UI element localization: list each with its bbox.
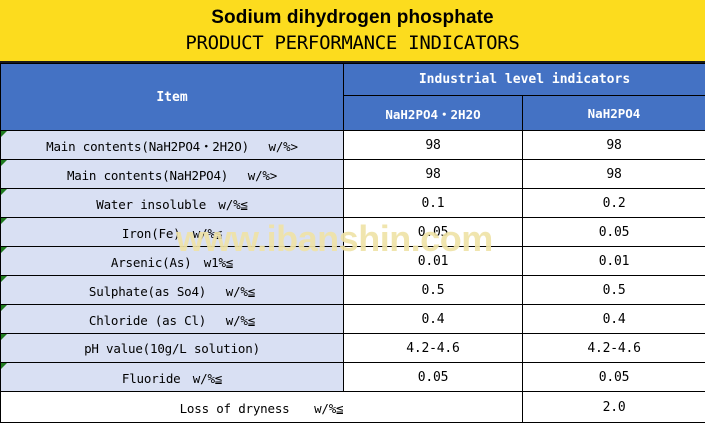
row-value-anhydrous: 98 — [521, 159, 705, 189]
item-text: pH value(10g/L solution) — [84, 340, 260, 356]
last-row-item-label: Loss of dryness w/%≦ — [0, 391, 523, 423]
comment-flag-icon — [1, 218, 7, 224]
item-text: Main contents(NaH2PO4・2H2O) w/%> — [46, 138, 298, 154]
row-value-dihydrate: 0.05 — [343, 362, 523, 392]
table-row: Fluoride w/%≦ 0.05 0.05 — [0, 362, 705, 392]
row-item-label: pH value(10g/L solution) — [0, 333, 344, 363]
table-row: Arsenic(As) w1%≦ 0.01 0.01 — [0, 246, 705, 276]
row-item-label: Main contents(NaH2PO4) w/%> — [0, 159, 344, 189]
row-value-dihydrate: 98 — [343, 130, 523, 160]
header-col-anhydrous: NaH2PO4 — [521, 95, 705, 131]
table-row: Water insoluble w/%≦ 0.1 0.2 — [0, 188, 705, 218]
row-item-label: Chloride (as Cl) w/%≦ — [0, 304, 344, 334]
row-value-anhydrous: 98 — [521, 130, 705, 160]
header-group: Industrial level indicators — [342, 63, 705, 96]
row-item-label: Water insoluble w/%≦ — [0, 188, 344, 218]
header-item: Item — [0, 63, 344, 131]
item-text: Sulphate(as So4) w/%≦ — [88, 283, 256, 299]
table-row: Chloride (as Cl) w/%≦ 0.4 0.4 — [0, 304, 705, 334]
last-row-value: 2.0 — [521, 391, 705, 423]
row-value-anhydrous: 0.01 — [521, 246, 705, 276]
comment-flag-icon — [1, 160, 7, 166]
header-col-dihydrate: NaH2PO4・2H2O — [343, 95, 523, 131]
table-row: Main contents(NaH2PO4) w/%> 98 98 — [0, 159, 705, 189]
item-text: Water insoluble w/%≦ — [96, 196, 248, 212]
comment-flag-icon — [1, 131, 7, 137]
item-text: Fluoride w/%≦ — [121, 370, 223, 386]
row-value-anhydrous: 0.05 — [521, 217, 705, 247]
table-row-last: Loss of dryness w/%≦ 2.0 — [0, 391, 705, 423]
row-value-dihydrate: 0.1 — [343, 188, 523, 218]
row-value-dihydrate: 98 — [343, 159, 523, 189]
row-item-label: Fluoride w/%≦ — [0, 362, 344, 392]
table-row: pH value(10g/L solution) 4.2-4.6 4.2-4.6 — [0, 333, 705, 363]
comment-flag-icon — [1, 189, 7, 195]
comment-flag-icon — [1, 363, 7, 369]
row-value-dihydrate: 0.5 — [343, 275, 523, 305]
table-row: Sulphate(as So4) w/%≦ 0.5 0.5 — [0, 275, 705, 305]
row-value-anhydrous: 0.2 — [521, 188, 705, 218]
item-text: Arsenic(As) w1%≦ — [110, 254, 234, 270]
row-item-label: Iron(Fe) w/%≦ — [0, 217, 344, 247]
item-text: Iron(Fe) w/%≦ — [121, 225, 223, 241]
table-row: Main contents(NaH2PO4・2H2O) w/%> 98 98 — [0, 130, 705, 160]
comment-flag-icon — [1, 276, 7, 282]
row-value-dihydrate: 4.2-4.6 — [343, 333, 523, 363]
row-item-label: Sulphate(as So4) w/%≦ — [0, 275, 344, 305]
row-value-dihydrate: 0.05 — [343, 217, 523, 247]
product-title: Sodium dihydrogen phosphate — [211, 6, 494, 28]
product-subtitle: PRODUCT PERFORMANCE INDICATORS — [185, 31, 520, 54]
row-value-dihydrate: 0.01 — [343, 246, 523, 276]
row-item-label: Arsenic(As) w1%≦ — [0, 246, 344, 276]
comment-flag-icon — [1, 305, 7, 311]
item-text: Main contents(NaH2PO4) w/%> — [66, 167, 278, 183]
row-value-anhydrous: 0.5 — [521, 275, 705, 305]
comment-flag-icon — [1, 247, 7, 253]
title-banner: Sodium dihydrogen phosphate PRODUCT PERF… — [0, 0, 705, 63]
row-value-anhydrous: 4.2-4.6 — [521, 333, 705, 363]
table-header-row-1: Item Industrial level indicators — [0, 63, 705, 131]
spec-table-wrap: Item Industrial level indicators NaH2PO4… — [0, 63, 705, 423]
table-row: Iron(Fe) w/%≦ 0.05 0.05 — [0, 217, 705, 247]
row-item-label: Main contents(NaH2PO4・2H2O) w/%> — [0, 130, 344, 160]
row-value-anhydrous: 0.4 — [521, 304, 705, 334]
row-value-anhydrous: 0.05 — [521, 362, 705, 392]
row-value-dihydrate: 0.4 — [343, 304, 523, 334]
spec-table: Item Industrial level indicators NaH2PO4… — [0, 63, 705, 423]
item-text: Chloride (as Cl) w/%≦ — [88, 312, 256, 328]
comment-flag-icon — [1, 334, 7, 340]
